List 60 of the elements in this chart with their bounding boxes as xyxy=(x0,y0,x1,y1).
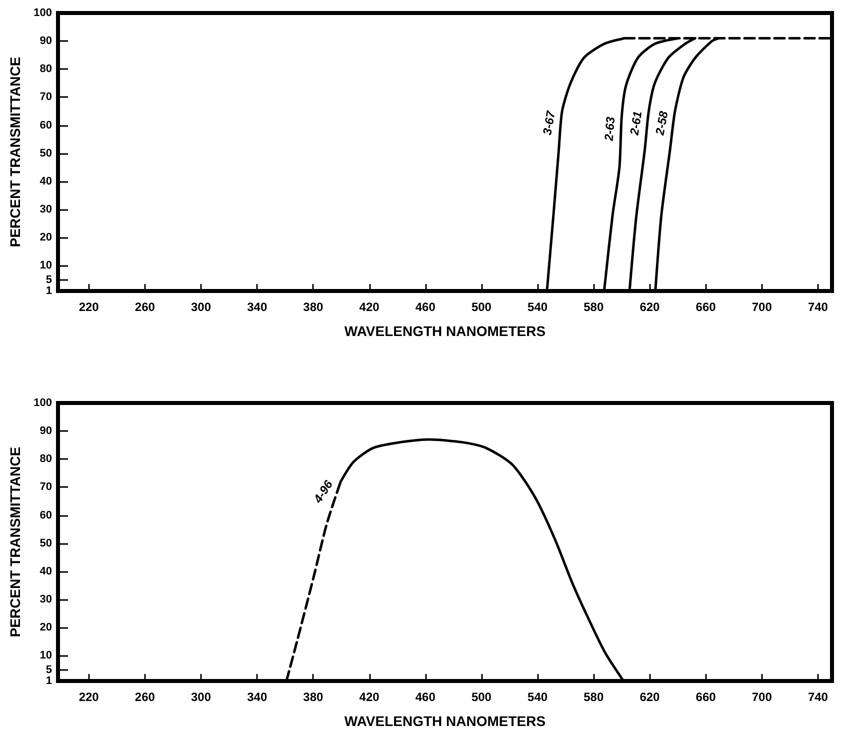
x-tick-label: 540 xyxy=(528,690,548,704)
y-tick-label: 5 xyxy=(46,664,52,676)
y-tick-label: 70 xyxy=(40,481,52,494)
x-tick-label: 660 xyxy=(696,300,716,314)
x-tick-label: 740 xyxy=(808,300,828,314)
y-tick-label: 50 xyxy=(40,147,52,160)
y-tick-label: 20 xyxy=(40,232,52,244)
x-tick-label: 740 xyxy=(808,690,828,704)
x-tick-label: 460 xyxy=(415,690,436,704)
y-tick-label: 80 xyxy=(40,63,52,76)
text: 2-63 xyxy=(602,116,618,142)
x-tick-label: 460 xyxy=(415,300,436,314)
text: 3-67 xyxy=(540,108,558,136)
x-tick-label: 260 xyxy=(134,300,156,314)
y-tick-label: 70 xyxy=(40,91,52,104)
y-axis-title: PERCENT TRANSMITTANCE xyxy=(7,56,23,248)
x-axis-title: WAVELENGTH NANOMETERS xyxy=(344,713,546,729)
y-tick-label: 20 xyxy=(40,622,52,634)
y-tick-label: 30 xyxy=(40,594,52,606)
y-tick-label: 60 xyxy=(40,119,52,132)
x-tick-label: 420 xyxy=(359,690,380,704)
y-tick-label: 1 xyxy=(46,675,52,687)
y-tick-label: 100 xyxy=(34,397,52,409)
x-tick-label: 300 xyxy=(191,690,212,704)
x-tick-label: 500 xyxy=(471,690,492,704)
x-tick-label: 660 xyxy=(696,690,716,704)
x-tick-label: 300 xyxy=(191,300,212,314)
y-tick-label: 40 xyxy=(40,175,52,188)
x-axis-title: WAVELENGTH NANOMETERS xyxy=(344,323,546,339)
x-tick-label: 220 xyxy=(78,690,100,704)
y-tick-label: 5 xyxy=(46,274,52,286)
y-tick-label: 80 xyxy=(40,453,52,466)
y-tick-label: 100 xyxy=(34,7,52,19)
x-tick-label: 500 xyxy=(471,300,492,314)
y-tick-label: 10 xyxy=(40,650,52,662)
y-tick-label: 90 xyxy=(40,35,52,48)
x-tick-label: 580 xyxy=(584,300,604,314)
text: 2-58 xyxy=(652,110,671,138)
x-tick-label: 700 xyxy=(752,690,772,704)
x-tick-label: 380 xyxy=(303,690,324,704)
x-tick-label: 220 xyxy=(78,300,100,314)
x-tick-label: 340 xyxy=(247,300,268,314)
y-tick-label: 1 xyxy=(46,285,52,297)
x-tick-label: 700 xyxy=(752,300,772,314)
y-tick-label: 60 xyxy=(40,509,52,522)
x-tick-label: 540 xyxy=(528,300,548,314)
y-tick-label: 10 xyxy=(40,260,52,272)
x-tick-label: 380 xyxy=(303,300,324,314)
y-axis-title: PERCENT TRANSMITTANCE xyxy=(7,446,23,638)
y-tick-label: 50 xyxy=(40,537,52,550)
x-tick-label: 620 xyxy=(640,300,660,314)
x-tick-label: 420 xyxy=(359,300,380,314)
x-tick-label: 260 xyxy=(134,690,156,704)
y-tick-label: 30 xyxy=(40,204,52,216)
text: 2-61 xyxy=(627,110,645,138)
y-tick-label: 40 xyxy=(40,565,52,578)
x-tick-label: 340 xyxy=(247,690,268,704)
x-tick-label: 620 xyxy=(640,690,660,704)
y-tick-label: 90 xyxy=(40,425,52,438)
x-tick-label: 580 xyxy=(584,690,604,704)
